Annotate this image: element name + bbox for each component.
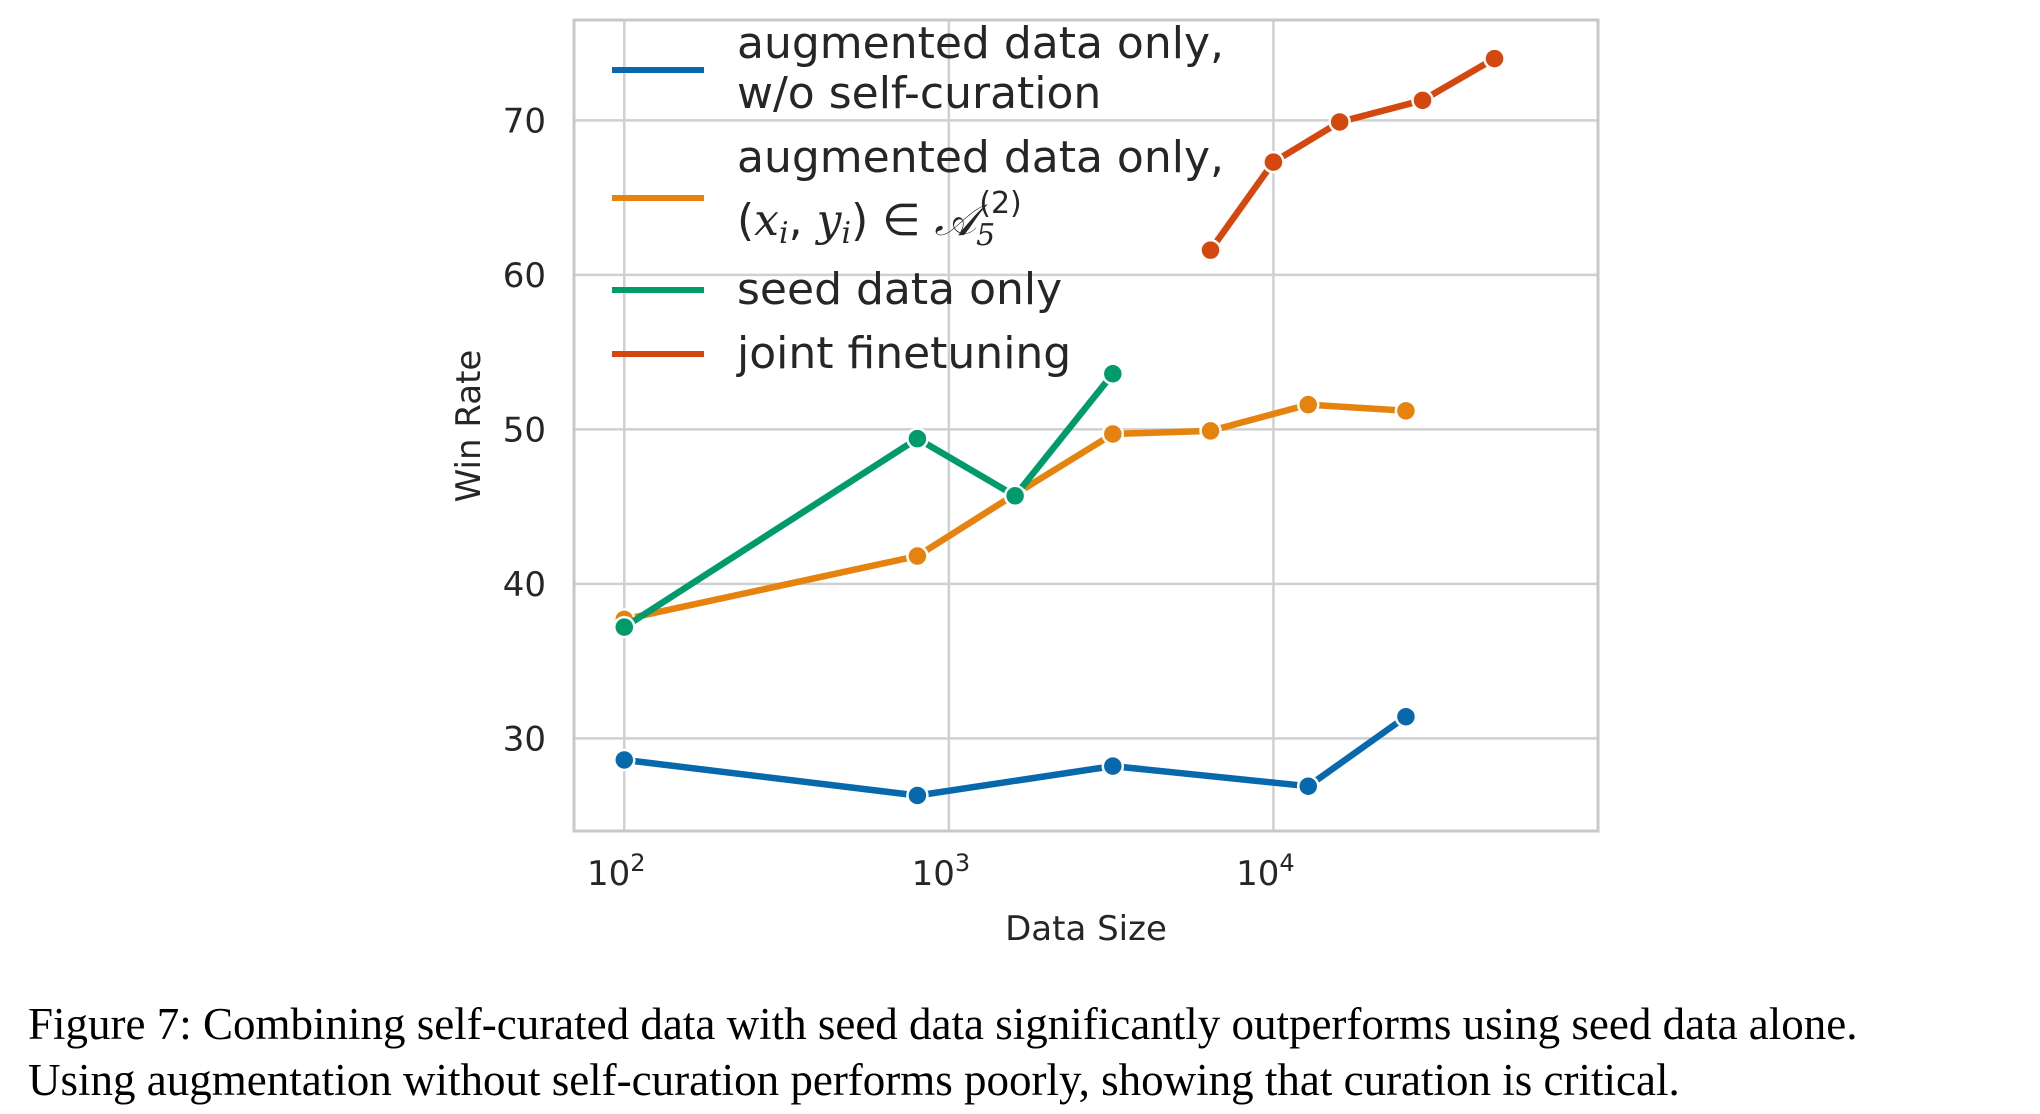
series-line: [1207, 55, 1498, 254]
data-point: [1101, 422, 1125, 446]
x-tick-label: 102: [587, 849, 646, 894]
y-tick-label: 40: [503, 565, 546, 605]
data-point: [906, 544, 929, 568]
series-seed-only: [613, 362, 1125, 639]
caption-line-2: Using augmentation without self-curation…: [28, 1055, 1680, 1105]
data-point: [1262, 150, 1285, 174]
series-joint-finetuning: [1199, 47, 1506, 262]
data-point: [1003, 484, 1027, 508]
series-line: [621, 713, 1410, 799]
x-axis-label: Data Size: [1005, 909, 1167, 949]
legend-label-augmented-curated-math: (xi, yi) ∈ 𝒜5(2): [737, 186, 1022, 253]
x-tick-label: 104: [1236, 849, 1295, 894]
data-point: [906, 784, 929, 807]
data-point: [1411, 89, 1434, 112]
legend-label-seed-only: seed data only: [737, 264, 1062, 315]
data-point: [613, 615, 636, 639]
grid: [574, 20, 1598, 831]
legend-label-augmented-curated-line1: augmented data only,: [737, 132, 1224, 183]
data-point: [1101, 754, 1125, 778]
data-point: [1296, 774, 1320, 798]
data-point: [1199, 419, 1222, 443]
y-tick-label: 60: [503, 256, 546, 296]
x-tick-label: 103: [912, 849, 971, 894]
caption-line-1: Figure 7: Combining self-curated data wi…: [28, 999, 1858, 1049]
data-point: [1101, 362, 1125, 386]
figure: 30 40 50 60 70 102 103 104 Data Size Win Rate …: [449, 18, 1600, 949]
data-point: [1483, 47, 1506, 70]
y-axis-label: Win Rate: [449, 350, 489, 503]
legend: augmented data only, w/o self-curation a…: [612, 18, 1224, 379]
data-point: [1296, 393, 1320, 416]
series-line: [621, 401, 1410, 623]
data-point: [1328, 110, 1351, 134]
series-augmented-no-curation: [613, 705, 1418, 807]
x-tick-labels: 102 103 104: [587, 849, 1295, 894]
data-point: [1394, 399, 1418, 423]
legend-label-augmented-no-curation-line1: augmented data only,: [737, 18, 1224, 69]
data-point: [1394, 705, 1418, 728]
legend-label-augmented-no-curation-line2: w/o self-curation: [737, 68, 1101, 119]
y-tick-label: 50: [503, 410, 546, 450]
data-point: [906, 427, 929, 450]
plot-frame: [572, 18, 1600, 833]
data-point: [613, 748, 636, 772]
data-point: [1199, 238, 1222, 262]
legend-label-joint-finetuning: joint finetuning: [736, 328, 1071, 379]
figure-caption: Figure 7: Combining self-curated data wi…: [28, 996, 2028, 1108]
y-tick-label: 70: [503, 101, 546, 141]
series-augmented-curated: [613, 393, 1418, 631]
y-tick-labels: 30 40 50 60 70: [503, 101, 546, 759]
y-tick-label: 30: [503, 719, 546, 759]
series-line: [621, 370, 1117, 631]
series-group: [613, 47, 1506, 807]
